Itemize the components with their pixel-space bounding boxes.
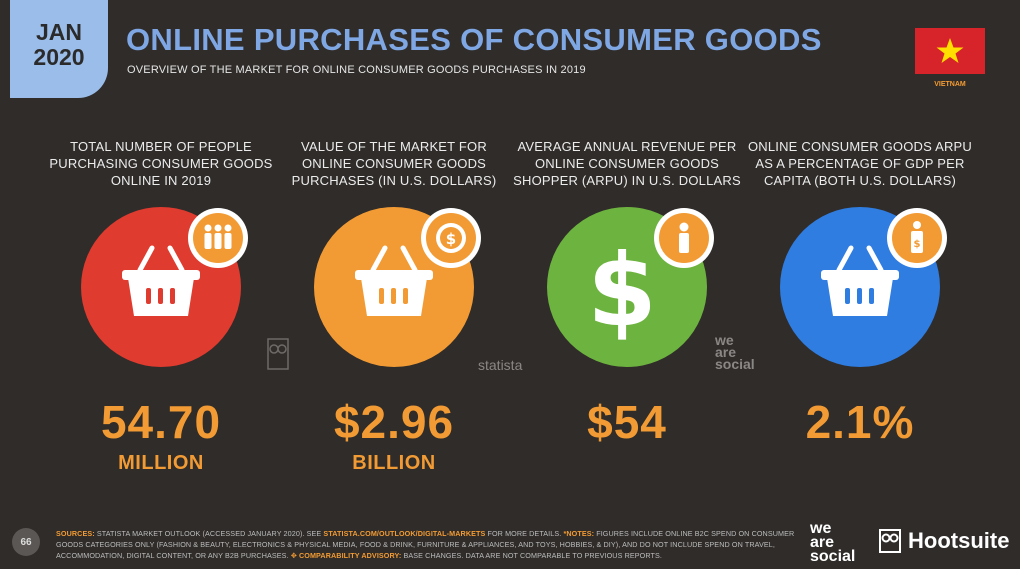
stat-card-market-value: VALUE OF THE MARKET FOR ONLINE CONSUMER … (279, 0, 509, 569)
stat-label: VALUE OF THE MARKET FOR ONLINE CONSUMER … (291, 139, 497, 188)
person-icon (679, 222, 689, 253)
stat-label: TOTAL NUMBER OF PEOPLE PURCHASING CONSUM… (49, 139, 273, 188)
stat-value: $54 (587, 396, 667, 448)
star-icon (936, 38, 964, 63)
footer-sources: SOURCES: STATISTA MARKET OUTLOOK (ACCESS… (56, 528, 796, 561)
logo-line: are (810, 534, 835, 551)
stat-unit: BILLION (352, 452, 436, 474)
dollar-seal-icon: $ (436, 223, 466, 253)
basket-icon (821, 245, 899, 316)
vietnam-flag (915, 28, 985, 74)
sources-after: FOR MORE DETAILS. (485, 529, 564, 538)
owl-icon (879, 529, 901, 553)
notes-label: *NOTES: (563, 529, 595, 538)
logo-line: we (810, 520, 832, 537)
stat-card-people: TOTAL NUMBER OF PEOPLE PURCHASING CONSUM… (46, 0, 276, 569)
watermark-line: we (715, 332, 734, 348)
page-title: ONLINE PURCHASES OF CONSUMER GOODS (126, 22, 822, 57)
stat-value: 2.1% (805, 396, 915, 448)
sources-link[interactable]: STATISTA.COM/OUTLOOK/DIGITAL-MARKETS (323, 529, 486, 538)
stat-label: ONLINE CONSUMER GOODS ARPU AS A PERCENTA… (747, 139, 973, 188)
page-subtitle: OVERVIEW OF THE MARKET FOR ONLINE CONSUM… (127, 64, 586, 76)
people-icon (204, 224, 232, 249)
date-year: 2020 (33, 44, 85, 70)
notes-text: FIGURES INCLUDE ONLINE B2C SPEND ON CONS… (56, 529, 795, 560)
stat-value: $2.96 (333, 396, 455, 448)
watermark-line: social (715, 356, 755, 372)
watermark-line: are (715, 344, 737, 360)
country-label: VIETNAM (934, 81, 966, 88)
hootsuite-name: Hootsuite (908, 528, 1010, 553)
stat-label: AVERAGE ANNUAL REVENUE PER ONLINE CONSUM… (513, 139, 741, 188)
basket-icon (122, 245, 200, 316)
wearesocial-logo: we are social (810, 520, 856, 565)
date-badge: JAN 2020 (10, 0, 108, 98)
date-month: JAN (35, 19, 82, 45)
statista-watermark: statista (478, 357, 523, 373)
owl-watermark-icon (267, 338, 289, 370)
svg-text:$: $ (446, 230, 456, 248)
page-number: 66 (12, 528, 40, 556)
basket-circle: $ (780, 207, 947, 367)
sources-text: STATISTA MARKET OUTLOOK (ACCESSED JANUAR… (94, 529, 324, 538)
sources-label: SOURCES: (56, 529, 95, 538)
stat-value: 54.70 (100, 396, 222, 448)
basket-circle: $ (314, 207, 481, 367)
stat-unit: MILLION (118, 452, 204, 474)
basket-icon (355, 245, 433, 316)
hootsuite-logo: Hootsuite (878, 528, 1009, 554)
dollar-icon: $ (587, 232, 657, 349)
advisory-label: ✥ COMPARABILITY ADVISORY: (290, 551, 402, 560)
person-dollar-icon: $ (911, 221, 923, 253)
svg-text:$: $ (914, 239, 921, 250)
stat-card-arpu: AVERAGE ANNUAL REVENUE PER ONLINE CONSUM… (512, 0, 742, 569)
advisory-text: BASE CHANGES. DATA ARE NOT COMPARABLE TO… (401, 551, 662, 560)
logo-line: social (810, 548, 856, 565)
stat-card-arpu-gdp: ONLINE CONSUMER GOODS ARPU AS A PERCENTA… (745, 0, 975, 569)
dollar-circle: $ (547, 207, 714, 367)
basket-circle (81, 207, 248, 367)
wearesocial-watermark: we are social (715, 332, 755, 372)
